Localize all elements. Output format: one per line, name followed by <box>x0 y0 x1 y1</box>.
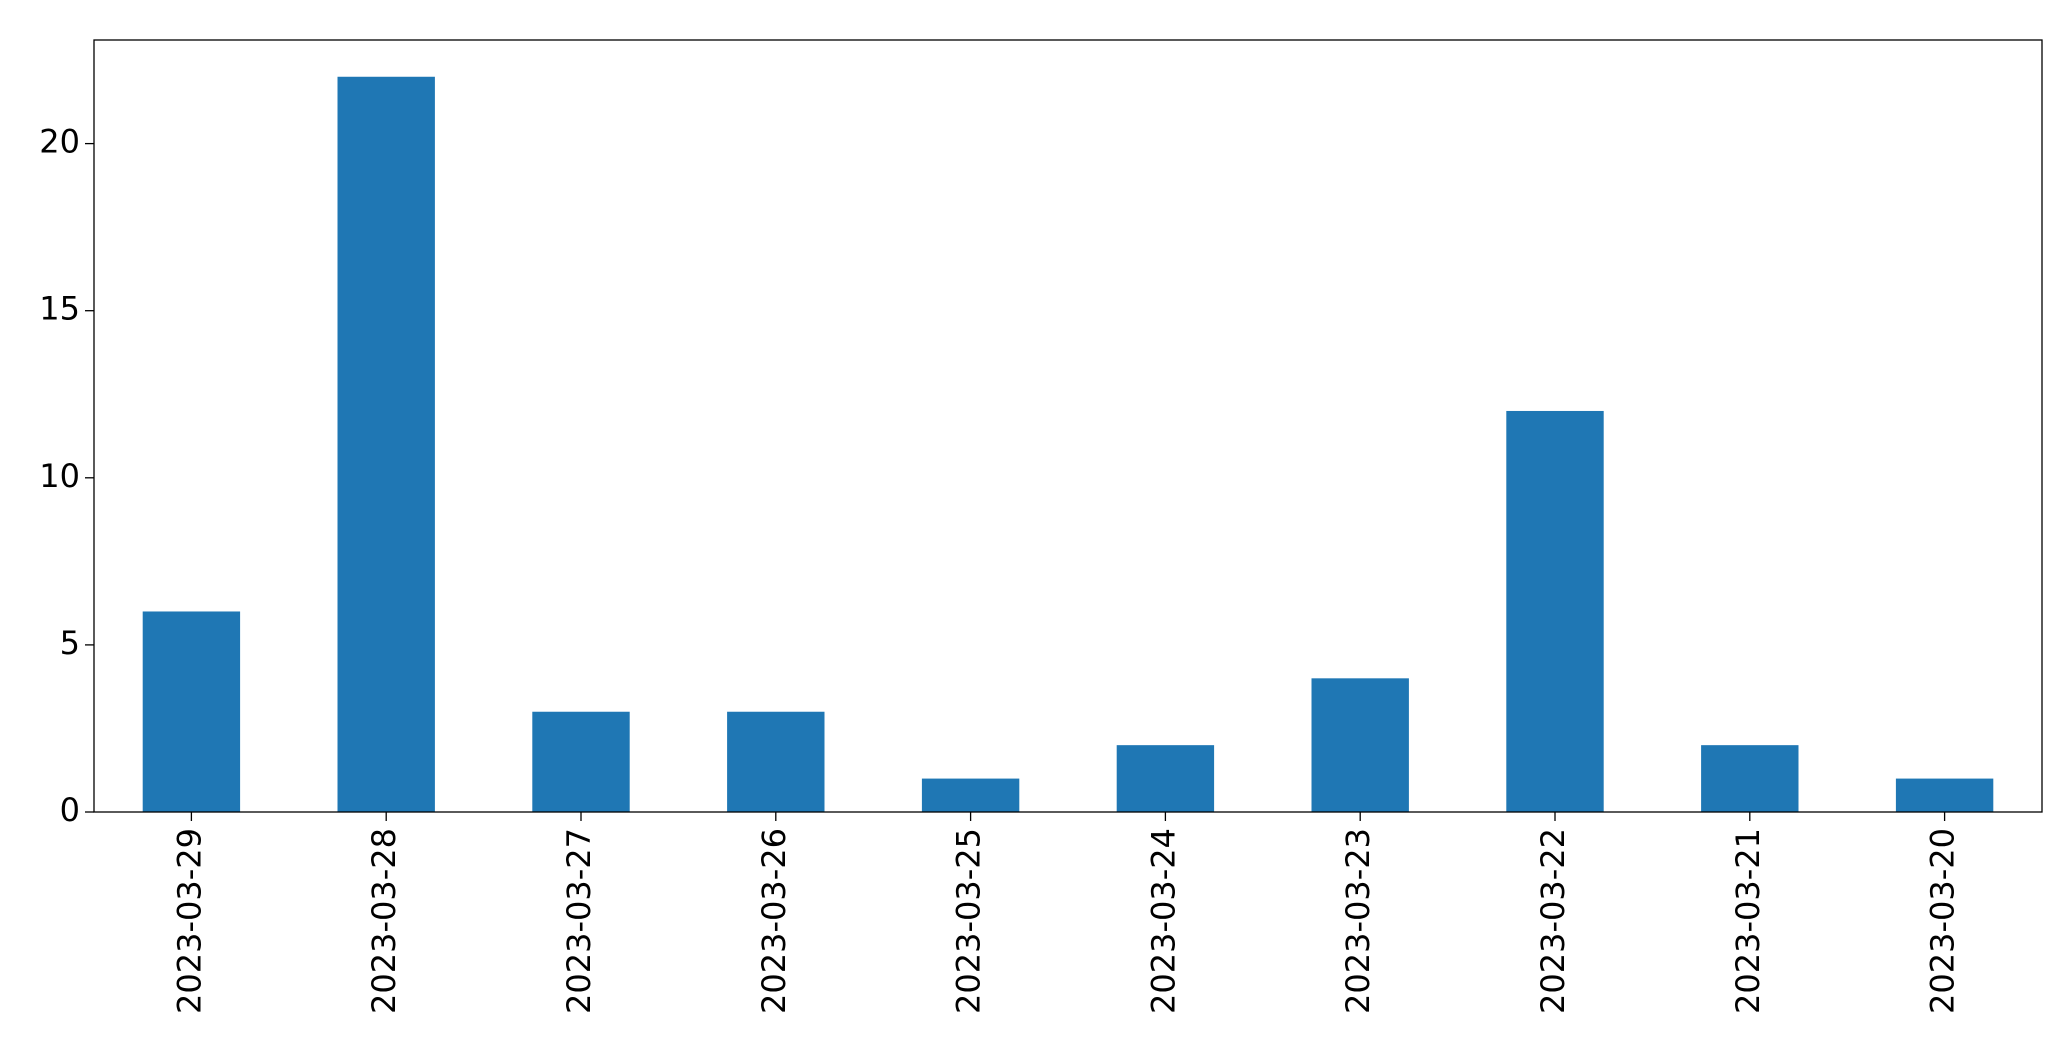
bar <box>1701 745 1799 812</box>
bar <box>727 711 825 812</box>
bar <box>1506 410 1604 812</box>
x-tick-label: 2023-03-28 <box>365 828 403 1014</box>
bar <box>1895 778 1994 812</box>
y-tick-label: 15 <box>39 290 80 328</box>
plot-frame <box>93 39 2043 813</box>
x-tick-label: 2023-03-22 <box>1534 828 1572 1014</box>
y-tick-label: 20 <box>39 123 80 161</box>
x-tick-label: 2023-03-26 <box>755 828 793 1014</box>
bar <box>1116 745 1215 812</box>
x-tick-label: 2023-03-24 <box>1144 828 1182 1014</box>
bar <box>532 711 630 812</box>
x-tick-label: 2023-03-29 <box>170 828 208 1014</box>
x-tick-label: 2023-03-21 <box>1729 828 1767 1014</box>
bar <box>1311 678 1409 812</box>
x-tick-label: 2023-03-20 <box>1924 828 1962 1014</box>
bar <box>337 76 435 812</box>
x-tick-label: 2023-03-27 <box>560 828 598 1014</box>
y-tick-label: 0 <box>60 791 80 829</box>
bar <box>142 611 241 812</box>
x-tick-label: 2023-03-25 <box>950 828 988 1014</box>
bar <box>921 778 1020 812</box>
y-tick-label: 10 <box>39 457 80 495</box>
y-tick-label: 5 <box>60 624 80 662</box>
x-tick-label: 2023-03-23 <box>1339 828 1377 1014</box>
